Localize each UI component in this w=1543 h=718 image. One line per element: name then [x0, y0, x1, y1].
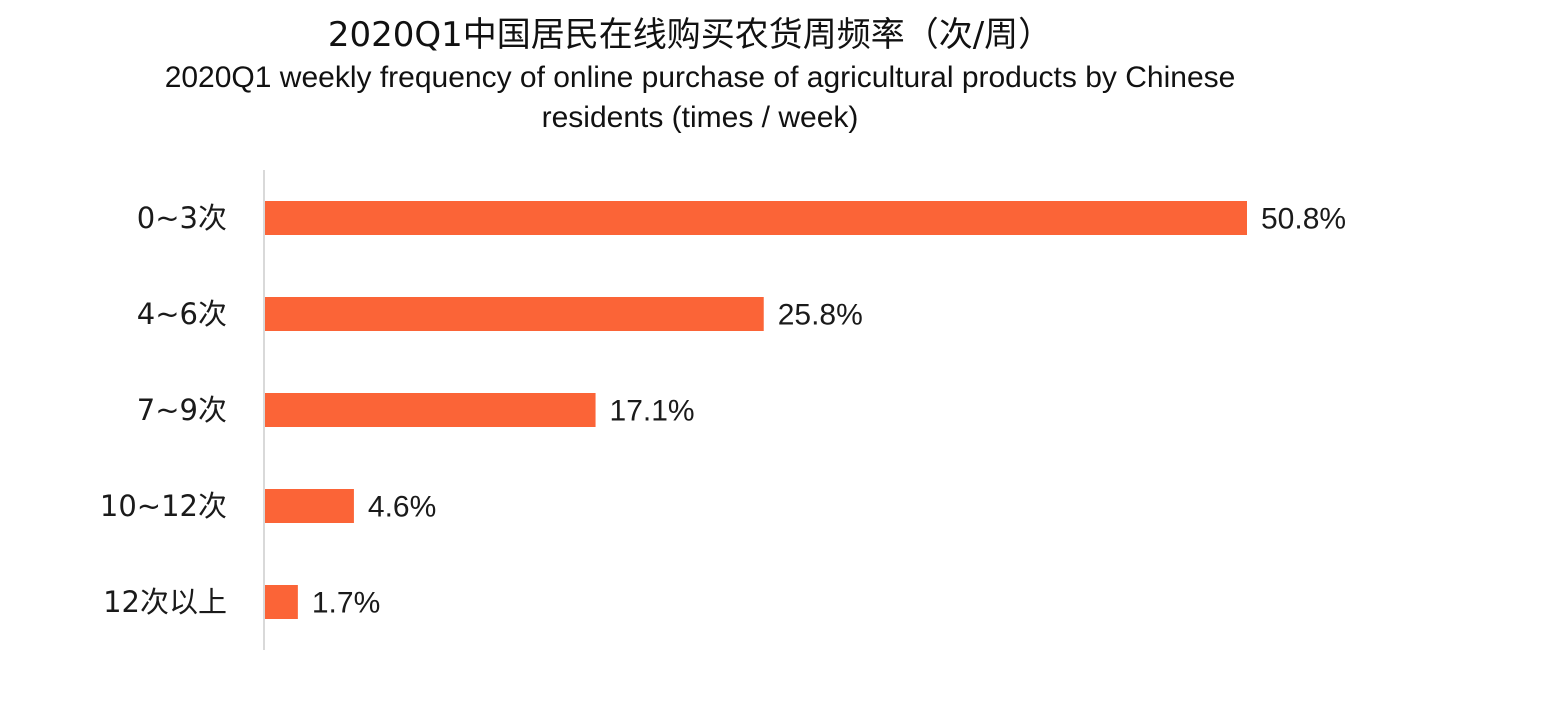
bar-2 [265, 393, 596, 427]
chart-subtitle: 2020Q1 weekly frequency of online purcha… [0, 58, 1400, 138]
value-label-4: 1.7% [312, 587, 380, 620]
chart-subtitle-line-2: residents (times / week) [541, 101, 859, 134]
category-label-4: 12次以上 [103, 585, 227, 619]
value-label-1: 25.8% [778, 299, 863, 332]
value-label-3: 4.6% [368, 491, 436, 524]
bar-3 [265, 489, 354, 523]
bar-4 [265, 585, 298, 619]
category-label-3: 10~12次 [100, 489, 227, 523]
category-label-0: 0~3次 [137, 201, 227, 235]
value-label-0: 50.8% [1261, 203, 1346, 236]
category-label-1: 4~6次 [137, 297, 227, 331]
chart-title: 2020Q1中国居民在线购买农货周频率（次/周） [327, 15, 1053, 55]
chart-subtitle-line-1: 2020Q1 weekly frequency of online purcha… [164, 61, 1236, 94]
value-label-2: 17.1% [610, 395, 695, 428]
category-labels-group: 0~3次 4~6次 7~9次 10~12次 12次以上 [100, 201, 227, 619]
bars-group [265, 201, 1247, 619]
bar-1 [265, 297, 764, 331]
value-labels-group: 50.8% 25.8% 17.1% 4.6% 1.7% [312, 203, 1346, 620]
category-label-2: 7~9次 [137, 393, 227, 427]
bar-0 [265, 201, 1247, 235]
